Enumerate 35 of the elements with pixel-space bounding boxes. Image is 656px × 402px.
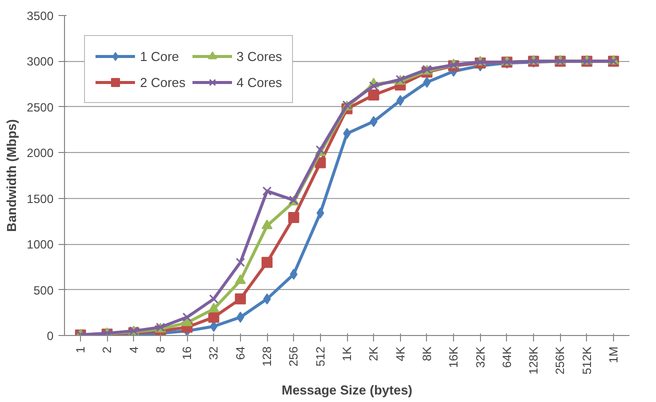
y-tick-label: 0 [46, 329, 54, 343]
y-tick-label: 2000 [26, 146, 54, 160]
x-tick-label: 256K [553, 346, 568, 375]
x-tick-label: 64 [233, 346, 248, 360]
legend-label: 2 Cores [140, 74, 186, 90]
legend-label: 3 Cores [236, 48, 282, 64]
x-tick-label: 4K [393, 346, 408, 362]
x-tick-label: 1M [606, 346, 621, 364]
x-tick-label: 128K [526, 346, 541, 375]
x-tick-label: 256 [286, 346, 301, 367]
y-tick-label: 1500 [26, 192, 54, 206]
x-tick-label: 128 [260, 346, 274, 367]
y-axis-title: Bandwidth (Mbps) [4, 119, 19, 232]
y-tick-label: 1000 [26, 238, 54, 252]
x-tick-label: 16 [180, 346, 194, 360]
x-tick-label: 512K [580, 346, 594, 375]
y-tick-label: 3500 [26, 9, 54, 23]
legend-label: 4 Cores [236, 74, 282, 90]
x-tick-label: 512 [313, 346, 328, 367]
legend-label: 1 Core [140, 48, 180, 64]
x-tick-label: 1 [73, 346, 88, 354]
x-tick-label: 2K [366, 346, 381, 362]
x-tick-label: 64K [500, 346, 514, 368]
y-tick-label: 2500 [26, 100, 54, 114]
x-axis-title: Message Size (bytes) [282, 382, 412, 398]
x-tick-label: 32K [473, 346, 488, 368]
x-tick-label: 32 [206, 346, 221, 360]
x-tick-label: 8K [420, 346, 434, 362]
x-tick-label: 4 [126, 346, 141, 354]
x-tick-label: 16K [446, 346, 461, 368]
y-tick-label: 3000 [26, 54, 54, 69]
y-tick-label: 500 [33, 283, 54, 298]
x-tick-label: 1K [340, 346, 354, 362]
x-tick-label: 2 [100, 346, 114, 354]
x-tick-label: 8 [153, 346, 168, 354]
